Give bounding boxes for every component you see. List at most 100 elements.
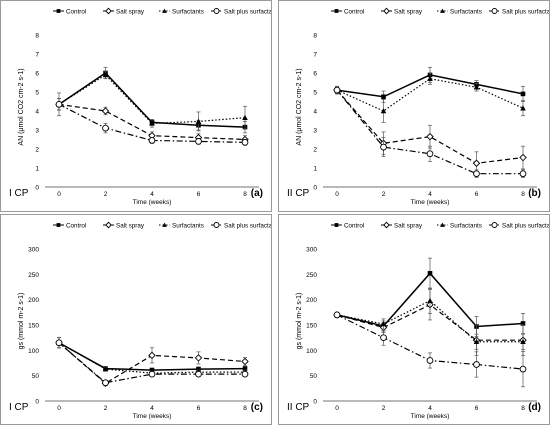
legend-marker <box>56 9 61 13</box>
legend-marker <box>334 223 339 227</box>
series-line <box>58 74 246 124</box>
legend-marker <box>383 221 390 229</box>
data-point <box>427 271 433 276</box>
y-tick-label: 6 <box>313 71 317 78</box>
data-point <box>55 339 63 347</box>
data-series <box>333 311 527 388</box>
chart-panel-a: 0 1 2 3 4 5 6 7 8 0 2 4 6 8 Time (weeks) AN (μmol CO2 c… <box>0 0 272 212</box>
y-tick-label: 4 <box>313 109 317 116</box>
data-series <box>55 337 249 388</box>
corner-label: II CP <box>287 402 310 413</box>
y-tick-label: 7 <box>313 52 317 59</box>
legend-entry: Surfactants <box>159 8 204 15</box>
legend-entry: Surfactants <box>159 222 204 229</box>
legend-label: Control <box>344 222 364 229</box>
x-tick-label: 0 <box>57 405 61 412</box>
y-tick-label: 250 <box>28 272 39 279</box>
chart-svg: 0 1 2 3 4 5 6 7 8 0 2 4 6 8 Time (weeks) AN (μmol CO2 c… <box>287 7 549 206</box>
panel-label: (a) <box>251 188 263 199</box>
data-point <box>242 366 248 371</box>
data-point <box>102 379 109 387</box>
y-tick-label: 0 <box>35 399 39 406</box>
legend-marker <box>491 8 498 14</box>
data-point <box>426 150 434 158</box>
legend-entry: Salt plus surfactants <box>211 222 271 229</box>
data-point <box>519 170 527 178</box>
y-tick-label: 0 <box>313 185 317 192</box>
y-tick-label: 1 <box>313 166 317 173</box>
data-series <box>55 337 249 387</box>
series-line <box>336 89 524 164</box>
data-series <box>333 85 527 178</box>
data-point <box>380 321 387 327</box>
y-axis-label: AN (μmol CO2 cm-2 s-1) <box>18 68 25 145</box>
series-line <box>336 78 524 112</box>
x-tick-label: 2 <box>382 405 386 412</box>
x-tick-label: 0 <box>335 191 339 198</box>
x-tick-label: 8 <box>521 405 525 412</box>
x-tick-label: 0 <box>335 405 339 412</box>
panel-label: (c) <box>251 402 263 413</box>
data-point <box>242 114 248 120</box>
x-tick-label: 6 <box>475 191 479 198</box>
corner-label: I CP <box>9 402 29 413</box>
y-tick-label: 50 <box>310 373 318 380</box>
legend-label: Surfactants <box>450 222 482 229</box>
data-point <box>148 137 156 144</box>
legend-entry: Salt plus surfactants <box>489 8 549 15</box>
x-tick-label: 8 <box>243 405 247 412</box>
data-point <box>473 170 480 178</box>
data-point <box>426 132 434 141</box>
data-point <box>55 100 63 108</box>
data-point <box>380 334 387 342</box>
legend-entry: Salt plus surfactants <box>211 8 271 15</box>
legend-entry: Salt spray <box>103 7 145 15</box>
chart-svg: 0 1 2 3 4 5 6 7 8 0 2 4 6 8 Time (weeks) AN (μmol CO2 c… <box>9 7 271 206</box>
data-point <box>426 357 434 364</box>
x-tick-label: 8 <box>521 191 525 198</box>
legend-marker <box>105 221 112 229</box>
data-point <box>333 86 341 94</box>
y-tick-label: 8 <box>35 33 39 40</box>
data-point <box>520 91 526 97</box>
data-point <box>472 159 481 167</box>
data-series <box>334 66 526 103</box>
legend-marker <box>440 8 445 13</box>
y-tick-label: 7 <box>35 52 39 59</box>
y-tick-label: 200 <box>306 297 317 304</box>
legend-entry: Surfactants <box>437 222 482 229</box>
y-tick-label: 5 <box>35 90 39 97</box>
chart-panel-c: 0 50 100 150 200 250 300 0 2 4 6 8 Time (weeks) gs (m… <box>0 214 272 425</box>
legend-entry: Control <box>331 222 364 229</box>
data-point <box>102 72 109 78</box>
data-point <box>519 153 527 162</box>
x-axis-label: Time (weeks) <box>133 413 172 420</box>
chart-svg: 0 50 100 150 200 250 300 0 2 4 6 8 Time (weeks) gs (m… <box>9 221 271 420</box>
data-point <box>380 108 387 114</box>
series-line <box>58 342 245 374</box>
legend-entry: Control <box>331 8 364 15</box>
y-axis-label: AN (μmol CO2 cm-2 s-1) <box>296 68 303 145</box>
data-point <box>149 367 155 373</box>
data-point <box>102 124 109 132</box>
x-tick-label: 6 <box>475 405 479 412</box>
x-tick-label: 2 <box>382 191 386 198</box>
legend-marker <box>56 223 61 227</box>
legend-label: Surfactants <box>450 8 482 15</box>
legend-entry: Salt spray <box>103 221 145 229</box>
legend-label: Surfactants <box>172 8 204 15</box>
y-tick-label: 100 <box>28 348 39 355</box>
data-point <box>194 354 203 362</box>
y-tick-label: 3 <box>35 128 39 135</box>
legend-label: Salt plus surfactants <box>502 222 549 229</box>
x-axis-label: Time (weeks) <box>133 199 172 206</box>
data-point <box>520 105 526 111</box>
legend-label: Salt spray <box>394 8 423 15</box>
x-tick-label: 2 <box>104 405 108 412</box>
y-axis-label: gs (mmol m-2 s-1) <box>296 293 303 350</box>
data-point <box>381 94 386 100</box>
y-tick-label: 150 <box>28 323 39 330</box>
chart-panel-d: 0 50 100 150 200 250 300 0 2 4 6 8 Time (weeks) gs (m… <box>278 214 550 425</box>
legend-label: Surfactants <box>172 222 204 229</box>
